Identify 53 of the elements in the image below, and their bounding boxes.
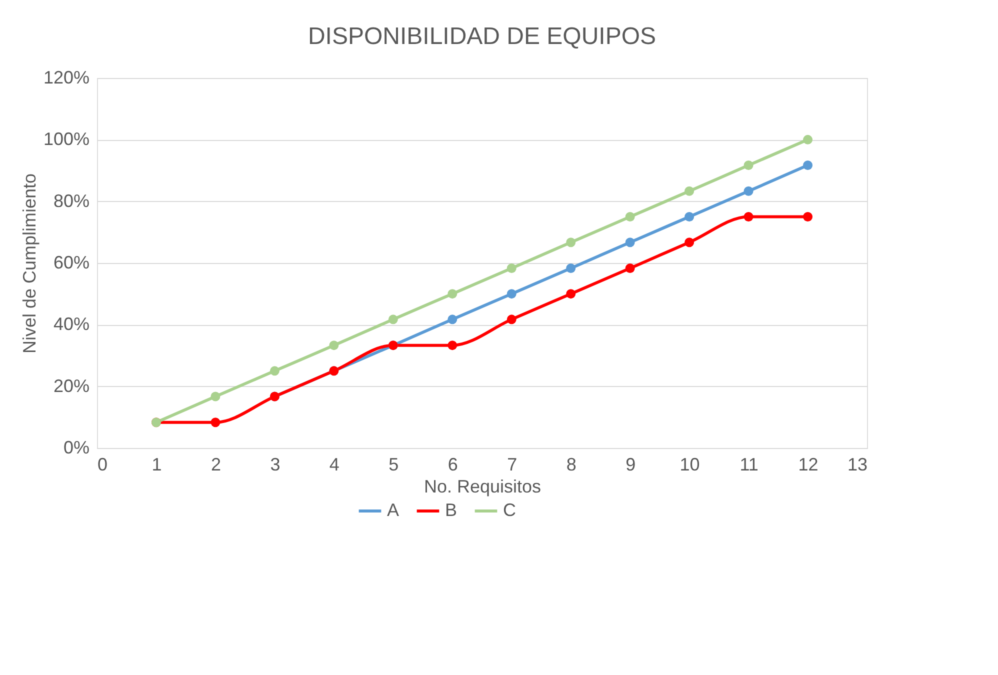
point: [803, 160, 813, 170]
x-tick-label: 0: [98, 454, 108, 474]
point: [566, 238, 576, 248]
point: [684, 212, 694, 222]
point: [329, 340, 339, 350]
point: [803, 212, 813, 222]
x-tick-label: 9: [626, 454, 636, 474]
x-tick-label: 2: [210, 454, 221, 474]
point: [506, 314, 516, 324]
point: [684, 238, 694, 248]
x-tick-label: 11: [740, 454, 758, 474]
point: [506, 264, 516, 273]
point: [744, 186, 754, 196]
y-tick-label: 0%: [63, 438, 90, 458]
chart-title: DISPONIBILIDAD DE EQUIPOS: [308, 23, 656, 50]
x-tick-label: 3: [270, 454, 280, 474]
x-tick-label: 10: [680, 454, 700, 474]
point: [625, 238, 635, 248]
x-tick-label: 6: [448, 454, 458, 474]
y-tick-label: 80%: [53, 190, 90, 211]
point: [744, 160, 754, 170]
x-tick-label: 13: [847, 454, 868, 474]
x-axis-title: No. Requisitos: [424, 476, 542, 496]
x-tick-label: 1: [152, 454, 162, 474]
point: [744, 212, 754, 222]
point: [803, 134, 813, 144]
point: [625, 264, 635, 273]
x-tick-label: 5: [388, 454, 399, 474]
point: [448, 340, 458, 350]
y-tick-label: 120%: [43, 68, 90, 88]
point: [684, 186, 694, 196]
point: [448, 289, 458, 299]
y-axis-title: Nivel de Cumplimiento: [19, 173, 40, 354]
x-tick-label: 4: [329, 454, 340, 474]
y-tick-label: 60%: [53, 252, 90, 272]
legend-label: B: [445, 500, 458, 520]
point: [210, 418, 220, 428]
y-tick-label: 20%: [53, 376, 90, 396]
point: [566, 289, 576, 299]
point: [448, 314, 458, 324]
point: [625, 212, 635, 222]
legend-label: A: [387, 500, 400, 520]
legend-label: C: [503, 500, 516, 520]
point: [388, 314, 398, 324]
y-tick-label: 100%: [43, 129, 90, 150]
x-tick-label: 12: [798, 454, 818, 474]
point: [506, 289, 516, 299]
point: [566, 264, 576, 273]
x-tick-label: 7: [507, 454, 518, 474]
point: [210, 392, 220, 402]
y-tick-label: 40%: [53, 314, 90, 334]
x-tick-label: 8: [566, 454, 576, 474]
point: [270, 366, 280, 376]
